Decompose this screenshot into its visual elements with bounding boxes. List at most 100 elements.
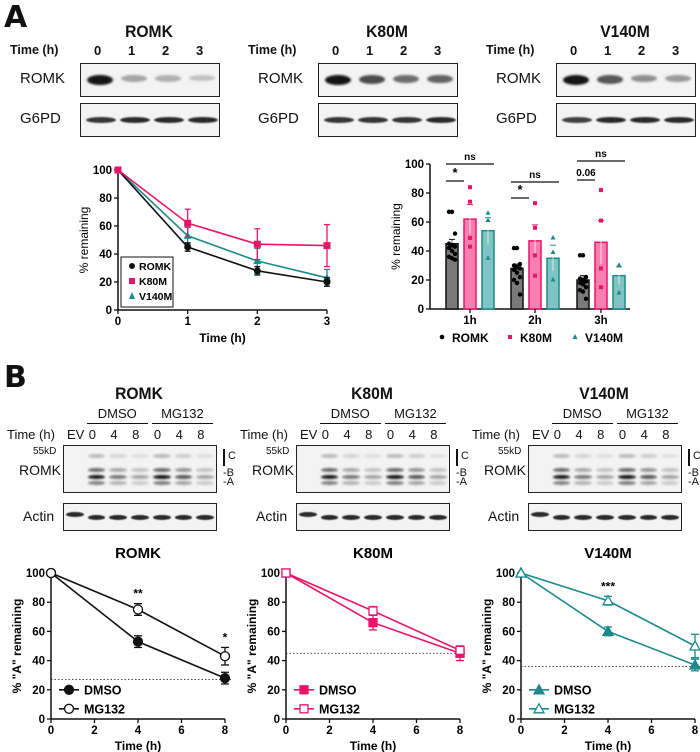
legend-marker [572, 334, 578, 339]
y-tick-label: 0 [509, 714, 515, 726]
romk-band [189, 75, 215, 82]
group-bracket [616, 423, 678, 424]
romk-band [385, 468, 404, 472]
y-tick-label: 80 [411, 188, 424, 200]
romk-band [574, 468, 593, 472]
panel-a-line-chart: 0 20 40 60 80 100 % remaining 0 1 2 3 Time (h) ROMK K… [77, 165, 331, 345]
x-tick-label: 8 [457, 725, 464, 737]
blot-title: K80M [351, 384, 393, 403]
y-tick-label: 20 [32, 685, 45, 697]
time-label: Time (h) [7, 427, 55, 442]
x-tick-label: 0 [115, 316, 121, 328]
romk-band [131, 475, 149, 479]
romk-band [109, 468, 128, 472]
romk-band [325, 75, 351, 85]
x-tick-label: 1h [463, 315, 476, 327]
y-tick-label: 40 [99, 249, 112, 261]
y-tick-label: 100 [261, 568, 280, 580]
actin-band [639, 515, 658, 520]
time-tick: 1 [604, 43, 612, 58]
group-bracket [151, 423, 213, 424]
lane-label: 0 [386, 427, 395, 442]
band-label-b: -B [456, 467, 467, 479]
data-point [449, 209, 455, 215]
romk-band [342, 454, 361, 458]
romk-band [617, 468, 636, 472]
data-point [281, 568, 291, 578]
band-c-bracket [223, 449, 225, 466]
romk-band [574, 475, 593, 479]
y-tick-label: 0 [418, 304, 424, 316]
lane-label: 8 [597, 427, 605, 442]
romk-band [596, 481, 614, 485]
romk-band [639, 454, 658, 458]
actin-band [342, 515, 361, 520]
y-axis-label: % "A" remaining [480, 599, 494, 694]
data-point [485, 210, 491, 215]
time-tick: 1 [128, 43, 136, 58]
data-point [323, 278, 331, 286]
data-point [532, 683, 546, 695]
data-point [599, 188, 603, 193]
blot-title: ROMK [125, 22, 173, 41]
romk-band [342, 475, 361, 479]
y-tick-label: 0 [274, 714, 280, 726]
y-tick-label: 60 [267, 626, 280, 638]
significance-label: ns [595, 149, 607, 160]
x-tick-label: 2 [326, 725, 332, 737]
lane-label: 0 [88, 427, 96, 442]
significance-label: ** [133, 587, 143, 601]
romk-band [174, 468, 193, 472]
band-label-b: -B [688, 467, 699, 479]
lane-label: EV [300, 427, 318, 442]
romk-band [109, 454, 128, 458]
data-point [219, 651, 231, 662]
x-tick-label: 0 [518, 725, 524, 737]
lane-label: EV [532, 427, 550, 442]
band-label-c: C [228, 450, 236, 462]
actin-band [320, 515, 339, 520]
x-tick-label: 6 [178, 725, 184, 737]
data-point [580, 289, 586, 294]
romk-band [574, 481, 593, 485]
g6pd-band [86, 117, 116, 123]
g6pd-band [154, 117, 184, 123]
lane-label: 4 [640, 427, 648, 442]
data-point [114, 166, 122, 174]
x-axis-label: Time (h) [199, 331, 245, 345]
g6pd-blot [80, 103, 220, 137]
romk-band [87, 75, 113, 85]
panel-label-b: B [4, 360, 27, 395]
data-point [517, 261, 523, 267]
significance-label: ns [464, 152, 476, 163]
data-point [583, 274, 589, 280]
y-axis-label: % "A" remaining [10, 599, 24, 694]
time-tick: 3 [672, 43, 680, 58]
data-point [253, 240, 261, 248]
data-point [599, 266, 603, 271]
y-axis-label: % remaining [77, 207, 91, 274]
legend-label: ROMK [139, 261, 171, 273]
actin-blot [296, 503, 450, 531]
group-label: DMSO [97, 406, 137, 421]
legend-marker [508, 335, 512, 339]
g6pd-band [120, 117, 150, 123]
romk-band [196, 454, 214, 458]
band-label-c: C [461, 450, 469, 462]
actin-band [299, 512, 317, 517]
data-point [601, 594, 615, 606]
data-point [514, 270, 520, 275]
legend-label: K80M [520, 331, 552, 345]
x-tick-label: 4 [135, 725, 142, 737]
data-point [580, 253, 586, 258]
data-point [517, 266, 523, 271]
x-tick-label: 3h [594, 315, 607, 327]
romk-band [617, 454, 636, 458]
data-point [449, 248, 455, 254]
g6pd-band [426, 117, 456, 123]
data-point [580, 282, 586, 287]
x-tick-label: 0 [48, 725, 54, 737]
romk-band [639, 475, 658, 479]
romk-band [196, 468, 214, 472]
row-label-actin: Actin [23, 508, 55, 524]
